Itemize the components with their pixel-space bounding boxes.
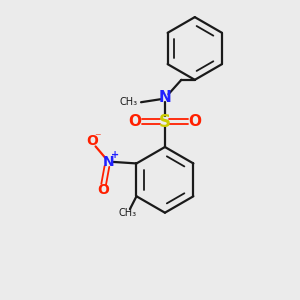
- Text: O: O: [188, 114, 201, 129]
- Text: O: O: [97, 183, 109, 197]
- Text: S: S: [159, 112, 171, 130]
- Text: CH₃: CH₃: [118, 208, 136, 218]
- Text: +: +: [111, 150, 119, 161]
- Text: CH₃: CH₃: [120, 97, 138, 107]
- Text: O: O: [86, 134, 98, 148]
- Text: N: N: [159, 90, 171, 105]
- Text: ⁻: ⁻: [95, 131, 101, 144]
- Text: N: N: [102, 155, 114, 169]
- Text: O: O: [129, 114, 142, 129]
